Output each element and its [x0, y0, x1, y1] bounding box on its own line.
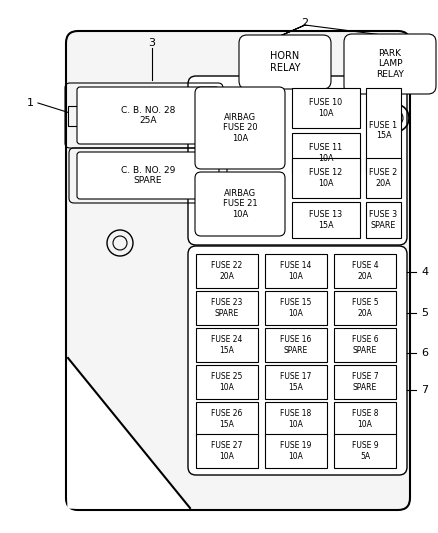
Text: FUSE 9
5A: FUSE 9 5A	[352, 441, 378, 461]
FancyBboxPatch shape	[195, 172, 285, 236]
Text: 1: 1	[27, 98, 33, 108]
FancyBboxPatch shape	[195, 87, 285, 169]
Bar	[334, 328, 396, 362]
Text: 3: 3	[148, 38, 155, 48]
Text: FUSE 16
SPARE: FUSE 16 SPARE	[280, 335, 312, 355]
Text: 5: 5	[421, 308, 428, 318]
Bar	[292, 202, 360, 238]
FancyBboxPatch shape	[77, 152, 219, 199]
Text: PARK
LAMP
RELAY: PARK LAMP RELAY	[376, 49, 404, 79]
Bar	[334, 291, 396, 325]
Bar	[196, 328, 258, 362]
Text: FUSE 11
10A: FUSE 11 10A	[309, 143, 343, 163]
Polygon shape	[68, 358, 190, 508]
Text: 4: 4	[421, 267, 428, 277]
Text: FUSE 14
10A: FUSE 14 10A	[280, 261, 312, 281]
Text: FUSE 26
15A: FUSE 26 15A	[211, 409, 243, 429]
Bar	[265, 402, 327, 436]
Text: FUSE 7
SPARE: FUSE 7 SPARE	[352, 372, 378, 392]
Text: FUSE 25
10A: FUSE 25 10A	[211, 372, 243, 392]
Bar	[265, 365, 327, 399]
Text: FUSE 13
15A: FUSE 13 15A	[309, 210, 343, 230]
FancyBboxPatch shape	[239, 35, 331, 89]
FancyBboxPatch shape	[188, 76, 407, 245]
Bar	[292, 158, 360, 198]
Bar	[334, 254, 396, 288]
Text: FUSE 22
20A: FUSE 22 20A	[212, 261, 243, 281]
Text: FUSE 19
10A: FUSE 19 10A	[280, 441, 312, 461]
Bar	[366, 88, 401, 173]
Bar	[366, 202, 401, 238]
Text: FUSE 17
15A: FUSE 17 15A	[280, 372, 312, 392]
Text: FUSE 6
SPARE: FUSE 6 SPARE	[352, 335, 378, 355]
FancyBboxPatch shape	[344, 34, 436, 94]
Bar	[265, 434, 327, 468]
Bar	[68, 106, 82, 125]
Text: FUSE 27
10A: FUSE 27 10A	[211, 441, 243, 461]
Text: AIRBAG
FUSE 21
10A: AIRBAG FUSE 21 10A	[223, 189, 257, 219]
Bar	[334, 365, 396, 399]
Bar	[265, 254, 327, 288]
Text: FUSE 10
10A: FUSE 10 10A	[309, 98, 343, 118]
Text: AIRBAG
FUSE 20
10A: AIRBAG FUSE 20 10A	[223, 113, 257, 143]
Bar	[196, 402, 258, 436]
Text: FUSE 23
SPARE: FUSE 23 SPARE	[211, 298, 243, 318]
Bar	[292, 133, 360, 173]
FancyBboxPatch shape	[188, 246, 407, 475]
Text: FUSE 5
20A: FUSE 5 20A	[352, 298, 378, 318]
Bar	[196, 291, 258, 325]
Text: FUSE 15
10A: FUSE 15 10A	[280, 298, 312, 318]
Text: 2: 2	[301, 18, 308, 28]
Text: FUSE 12
10A: FUSE 12 10A	[309, 168, 343, 188]
Bar	[334, 434, 396, 468]
Text: C. B. NO. 29
SPARE: C. B. NO. 29 SPARE	[121, 166, 175, 185]
Text: 6: 6	[421, 348, 428, 358]
Bar	[196, 434, 258, 468]
Text: HORN
RELAY: HORN RELAY	[270, 51, 300, 73]
Text: C. B. NO. 28
25A: C. B. NO. 28 25A	[121, 106, 175, 125]
Text: FUSE 3
SPARE: FUSE 3 SPARE	[369, 210, 398, 230]
FancyBboxPatch shape	[77, 87, 219, 144]
Text: FUSE 1
15A: FUSE 1 15A	[369, 120, 398, 140]
Text: FUSE 2
20A: FUSE 2 20A	[369, 168, 398, 188]
Text: FUSE 24
15A: FUSE 24 15A	[211, 335, 243, 355]
Text: FUSE 8
10A: FUSE 8 10A	[352, 409, 378, 429]
Bar	[366, 158, 401, 198]
Text: FUSE 18
10A: FUSE 18 10A	[280, 409, 311, 429]
FancyBboxPatch shape	[66, 31, 410, 510]
Bar	[196, 254, 258, 288]
Bar	[196, 365, 258, 399]
Text: 7: 7	[421, 385, 428, 395]
Bar	[214, 106, 228, 125]
Bar	[265, 328, 327, 362]
Bar	[265, 291, 327, 325]
Text: FUSE 4
20A: FUSE 4 20A	[352, 261, 378, 281]
Bar	[334, 402, 396, 436]
Bar	[292, 88, 360, 128]
